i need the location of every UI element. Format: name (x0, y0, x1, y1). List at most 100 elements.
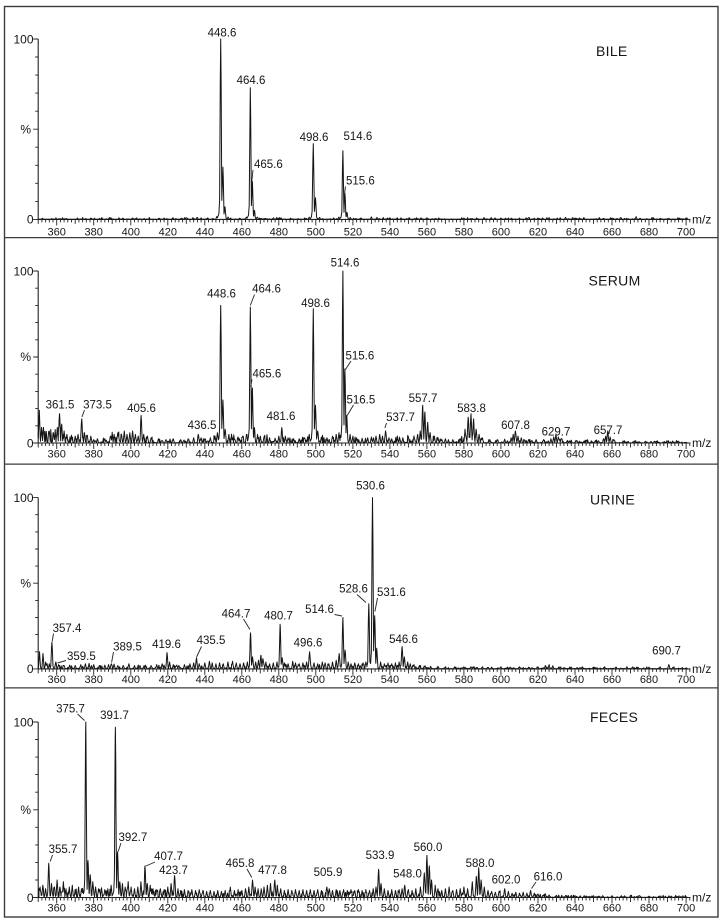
svg-text:700: 700 (677, 903, 695, 915)
svg-text:355.7: 355.7 (49, 844, 78, 856)
svg-text:515.6: 515.6 (346, 351, 375, 363)
svg-text:530.6: 530.6 (356, 481, 385, 493)
svg-text:BILE: BILE (596, 43, 628, 59)
svg-text:700: 700 (677, 449, 695, 461)
svg-text:680: 680 (640, 226, 658, 238)
svg-text:460: 460 (233, 903, 251, 915)
svg-text:640: 640 (566, 674, 584, 686)
svg-text:460: 460 (233, 226, 251, 238)
svg-text:360: 360 (48, 674, 66, 686)
svg-text:100: 100 (13, 32, 33, 46)
svg-text:600: 600 (492, 903, 510, 915)
svg-text:580: 580 (455, 903, 473, 915)
svg-text:520: 520 (344, 674, 362, 686)
svg-text:SERUM: SERUM (589, 273, 641, 289)
svg-text:660: 660 (603, 449, 621, 461)
svg-text:380: 380 (85, 674, 103, 686)
svg-text:477.8: 477.8 (258, 865, 287, 877)
svg-text:660: 660 (603, 226, 621, 238)
svg-text:%: % (20, 122, 31, 136)
svg-text:540: 540 (381, 674, 399, 686)
svg-text:620: 620 (529, 226, 547, 238)
svg-text:460: 460 (233, 674, 251, 686)
svg-text:0: 0 (27, 436, 34, 450)
svg-text:600: 600 (492, 674, 510, 686)
svg-text:%: % (20, 350, 31, 364)
svg-text:531.6: 531.6 (377, 587, 406, 599)
svg-text:600: 600 (492, 449, 510, 461)
svg-text:616.0: 616.0 (534, 872, 563, 884)
svg-text:361.5: 361.5 (46, 400, 75, 412)
svg-text:420: 420 (159, 903, 177, 915)
svg-text:640: 640 (566, 903, 584, 915)
svg-text:100: 100 (13, 491, 33, 505)
svg-text:448.6: 448.6 (207, 289, 236, 301)
svg-text:0: 0 (27, 891, 34, 905)
svg-text:440: 440 (196, 674, 214, 686)
svg-text:%: % (20, 803, 31, 817)
svg-text:640: 640 (566, 449, 584, 461)
svg-text:360: 360 (48, 903, 66, 915)
svg-text:500: 500 (307, 226, 325, 238)
svg-text:580: 580 (455, 226, 473, 238)
svg-text:400: 400 (122, 449, 140, 461)
svg-text:357.4: 357.4 (53, 623, 82, 635)
svg-text:m/z: m/z (692, 212, 711, 226)
svg-text:680: 680 (640, 674, 658, 686)
svg-text:407.7: 407.7 (154, 851, 183, 863)
svg-text:557.7: 557.7 (409, 393, 438, 405)
svg-text:%: % (20, 577, 31, 591)
svg-text:360: 360 (48, 449, 66, 461)
svg-text:680: 680 (640, 903, 658, 915)
svg-text:548.0: 548.0 (393, 869, 422, 881)
svg-text:520: 520 (344, 449, 362, 461)
svg-text:464.6: 464.6 (237, 75, 266, 87)
svg-text:660: 660 (603, 903, 621, 915)
svg-text:391.7: 391.7 (100, 710, 129, 722)
svg-text:FECES: FECES (590, 709, 638, 725)
svg-text:607.8: 607.8 (501, 420, 530, 432)
svg-text:514.6: 514.6 (331, 258, 360, 270)
svg-text:690.7: 690.7 (652, 646, 681, 658)
svg-text:520: 520 (344, 903, 362, 915)
svg-text:m/z: m/z (692, 662, 711, 676)
svg-text:560: 560 (418, 903, 436, 915)
svg-text:516.5: 516.5 (347, 395, 376, 407)
svg-text:537.7: 537.7 (386, 412, 415, 424)
svg-text:419.6: 419.6 (152, 639, 181, 651)
svg-text:465.6: 465.6 (253, 369, 282, 381)
svg-text:480: 480 (270, 449, 288, 461)
svg-text:380: 380 (85, 449, 103, 461)
svg-text:440: 440 (196, 903, 214, 915)
svg-text:373.5: 373.5 (83, 400, 112, 412)
svg-text:464.7: 464.7 (222, 609, 251, 621)
svg-text:580: 580 (455, 674, 473, 686)
svg-text:540: 540 (381, 449, 399, 461)
svg-text:448.6: 448.6 (208, 28, 237, 40)
svg-text:560: 560 (418, 226, 436, 238)
svg-text:359.5: 359.5 (67, 651, 96, 663)
svg-text:380: 380 (85, 903, 103, 915)
svg-text:400: 400 (122, 674, 140, 686)
svg-text:560: 560 (418, 449, 436, 461)
svg-text:405.6: 405.6 (127, 403, 156, 415)
svg-text:400: 400 (122, 903, 140, 915)
svg-text:580: 580 (455, 449, 473, 461)
svg-text:602.0: 602.0 (492, 875, 521, 887)
svg-text:420: 420 (159, 449, 177, 461)
svg-text:546.6: 546.6 (389, 634, 418, 646)
svg-text:514.6: 514.6 (344, 131, 373, 143)
svg-text:514.6: 514.6 (305, 604, 334, 616)
svg-text:515.6: 515.6 (346, 176, 375, 188)
svg-text:0: 0 (27, 213, 34, 227)
svg-text:480.7: 480.7 (264, 611, 293, 623)
svg-text:700: 700 (677, 226, 695, 238)
svg-text:657.7: 657.7 (594, 425, 623, 437)
svg-text:100: 100 (13, 264, 33, 278)
svg-text:600: 600 (492, 226, 510, 238)
svg-text:360: 360 (48, 226, 66, 238)
svg-text:480: 480 (270, 903, 288, 915)
svg-text:460: 460 (233, 449, 251, 461)
svg-text:500: 500 (307, 449, 325, 461)
svg-text:533.9: 533.9 (366, 850, 395, 862)
